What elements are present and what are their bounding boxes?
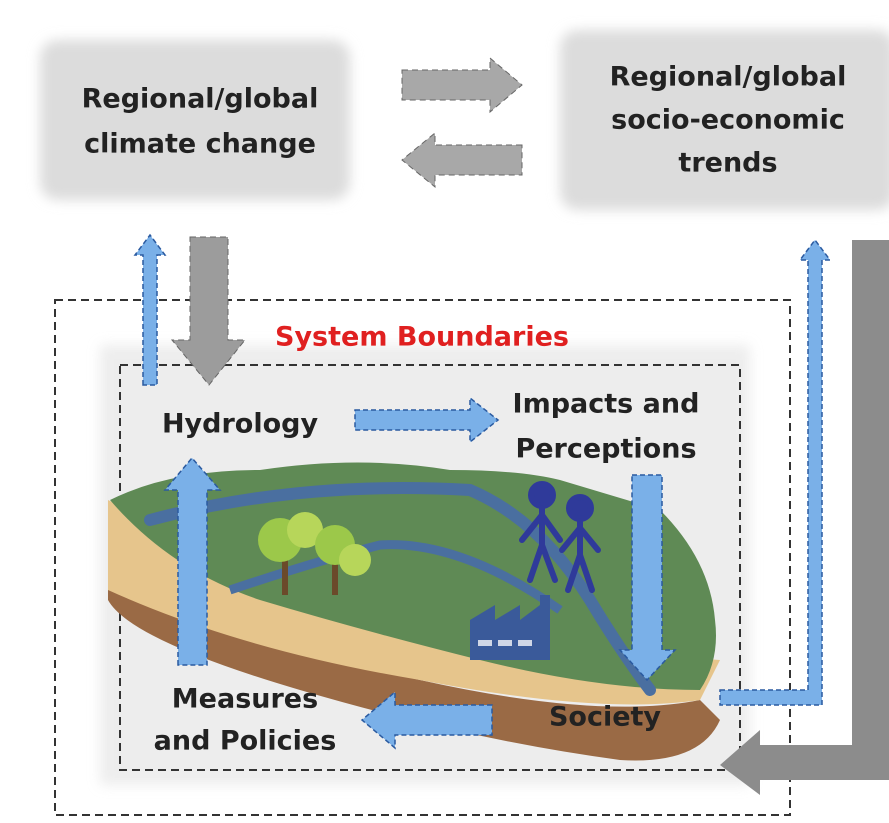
climate-line: Regional/global: [82, 84, 319, 115]
trend-arrow: [720, 240, 889, 795]
terrain: [110, 462, 716, 690]
arrow-right: [401, 56, 523, 114]
socio-line: trends: [678, 148, 777, 179]
socio-line: Regional/global: [610, 62, 847, 93]
trees: [258, 512, 371, 595]
arrow-left: [401, 131, 523, 189]
measures-line: and Policies: [154, 726, 337, 757]
impacts-line: Impacts and: [513, 389, 700, 420]
climate-down-arrow: [170, 236, 247, 386]
people: [519, 481, 601, 593]
climate-line: climate change: [84, 129, 316, 160]
measures-line: Measures: [172, 684, 318, 715]
impacts-line: Perceptions: [515, 434, 696, 465]
river: [144, 482, 656, 696]
factory: [470, 595, 550, 660]
socio-box: [560, 30, 889, 210]
hydrology-label: Hydrology: [162, 409, 319, 440]
society-label: Society: [549, 702, 661, 733]
blue-arrows: [133, 233, 832, 750]
outer-boundary: [54, 299, 791, 816]
soil-layer: [108, 560, 720, 761]
socio-line: socio-economic: [611, 105, 845, 136]
boundary-label: System Boundaries: [275, 322, 569, 353]
climate-box: [40, 40, 350, 200]
